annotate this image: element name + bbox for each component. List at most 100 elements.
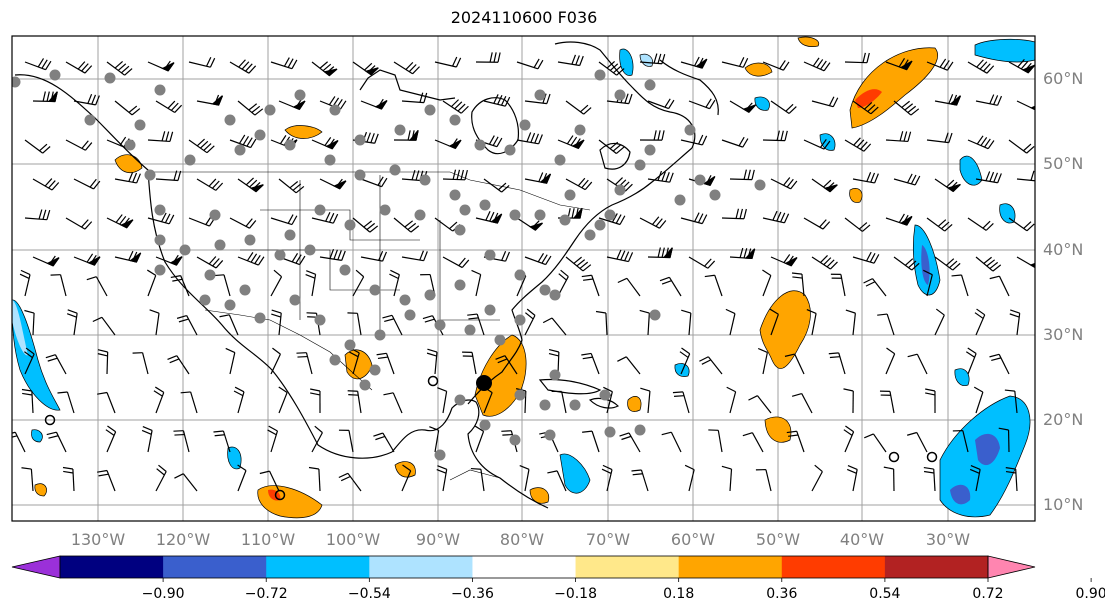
- wind-barb: [598, 139, 625, 154]
- station-dot: [284, 229, 296, 241]
- wind-barb: [467, 313, 485, 336]
- station-dot: [434, 319, 446, 331]
- wind-barb: [237, 464, 247, 492]
- wind-barb: [352, 61, 379, 76]
- station-dot: [254, 312, 266, 324]
- wind-barb: [721, 465, 733, 492]
- station-dot: [359, 379, 371, 391]
- wind-barb: [907, 353, 928, 375]
- wind-barb: [436, 465, 448, 492]
- lat-label: 40°N: [1043, 240, 1083, 259]
- wind-barb: [844, 52, 870, 64]
- wind-barb: [114, 172, 141, 184]
- wind-barb: [726, 386, 737, 414]
- wind-barb: [680, 134, 708, 146]
- station-dot: [204, 269, 216, 281]
- wind-barb: [470, 467, 485, 492]
- wind-barb: [742, 432, 764, 453]
- wind-barb: [516, 217, 543, 231]
- lon-label: 40°W: [840, 530, 884, 549]
- open-circle-marker: [274, 489, 286, 501]
- station-dot: [224, 114, 236, 126]
- station-dot: [564, 189, 576, 201]
- wind-barb: [770, 100, 797, 114]
- station-dot: [179, 244, 191, 256]
- wind-barb: [86, 276, 108, 297]
- station-dot: [634, 159, 646, 171]
- wind-barb: [879, 390, 895, 414]
- wind-barb: [864, 433, 887, 453]
- colorbar-tick-label: 0.72: [972, 586, 1003, 602]
- wind-barb: [975, 94, 1003, 106]
- station-dot: [289, 294, 301, 306]
- wind-barb: [907, 431, 928, 453]
- colorbar-outline: [59, 555, 989, 579]
- wind-barb: [688, 98, 716, 110]
- station-dot: [644, 79, 656, 91]
- wind-barb: [893, 100, 920, 116]
- wind-barb: [565, 177, 593, 191]
- wind-barb: [934, 178, 961, 193]
- wind-barb: [557, 135, 585, 150]
- wind-barb: [426, 348, 438, 375]
- wind-barb: [393, 217, 420, 233]
- wind-barb: [852, 100, 879, 115]
- lon-label: 100°W: [326, 530, 381, 549]
- map-frame: [11, 35, 1036, 522]
- wind-barbs: [12, 52, 1035, 492]
- wind-barb: [114, 250, 142, 263]
- wind-barb: [57, 391, 75, 414]
- wind-barb: [893, 256, 920, 271]
- wind-barb: [844, 217, 871, 232]
- station-dot: [234, 144, 246, 156]
- wind-barb: [729, 247, 756, 260]
- station-dot: [274, 249, 286, 261]
- station-dot: [604, 426, 616, 438]
- wind-barb: [24, 139, 51, 154]
- wind-barb: [679, 347, 691, 375]
- wind-barb: [762, 130, 788, 142]
- wind-barb: [659, 276, 682, 297]
- wind-barb: [347, 390, 362, 414]
- station-dot: [549, 369, 561, 381]
- station-dot: [374, 329, 386, 341]
- wind-barb: [791, 392, 813, 414]
- wind-barb: [278, 99, 306, 111]
- wind-barb: [213, 430, 231, 453]
- wind-barb: [149, 309, 160, 336]
- wind-barb: [755, 468, 772, 492]
- wind-barb: [877, 313, 895, 336]
- wind-barb: [270, 214, 298, 226]
- wind-barb: [1016, 100, 1035, 111]
- wind-barb: [721, 136, 749, 148]
- wind-barb: [680, 56, 708, 69]
- wind-barb: [708, 429, 723, 453]
- colorbar-tick-label: −0.54: [348, 586, 391, 602]
- wind-barb: [524, 172, 552, 184]
- wind-barb: [1009, 309, 1021, 336]
- station-dot: [184, 154, 196, 166]
- station-dot: [539, 399, 551, 411]
- wind-barb: [401, 92, 428, 104]
- station-dot: [559, 214, 571, 226]
- station-dot: [509, 434, 521, 446]
- lon-label: 70°W: [586, 530, 630, 549]
- wind-barb: [885, 347, 896, 375]
- wind-barb: [843, 425, 855, 453]
- wind-barb: [557, 54, 584, 67]
- wind-barb: [105, 425, 117, 453]
- wind-barb: [270, 269, 283, 297]
- station-dot: [344, 219, 356, 231]
- lon-label: 30°W: [926, 530, 970, 549]
- station-dot: [104, 72, 116, 84]
- wind-barb: [311, 425, 323, 453]
- wind-barb: [147, 212, 175, 225]
- station-dot: [239, 284, 251, 296]
- station-dot: [454, 224, 466, 236]
- wind-barb: [565, 256, 592, 272]
- wind-barb: [147, 60, 175, 72]
- station-dot: [224, 299, 236, 311]
- wind-barb: [639, 53, 666, 65]
- wind-barb: [681, 309, 692, 336]
- station-dot: [484, 249, 496, 261]
